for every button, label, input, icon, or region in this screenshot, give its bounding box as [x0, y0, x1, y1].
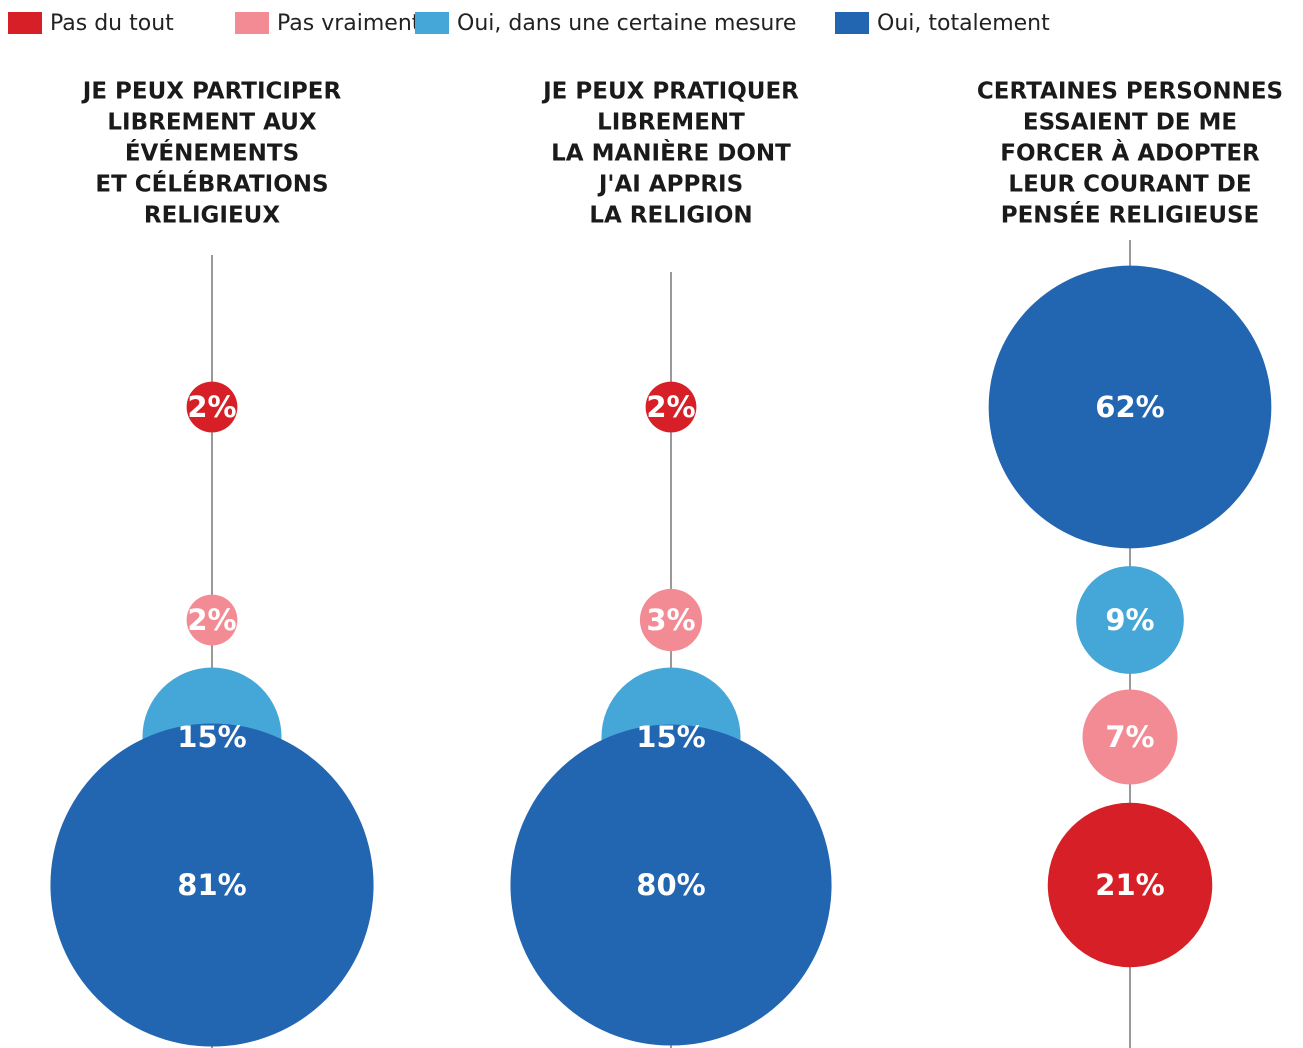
panel-title: JE PEUX PRATIQUER	[541, 79, 799, 105]
legend-label: Oui, totalement	[877, 11, 1050, 36]
legend-label: Pas du tout	[50, 11, 174, 36]
data-label: 81%	[177, 868, 246, 902]
data-label: 62%	[1095, 390, 1164, 424]
bubble	[1047, 802, 1213, 968]
bubble	[1076, 566, 1184, 674]
panel-title: RELIGIEUX	[144, 203, 280, 229]
panel-title: ÉVÉNEMENTS	[125, 139, 299, 167]
data-label: 15%	[636, 720, 705, 754]
legend-label: Oui, dans une certaine mesure	[457, 11, 796, 36]
panel-title: LIBREMENT AUX	[107, 110, 316, 136]
panel-title: JE PEUX PARTICIPER	[81, 79, 342, 105]
legend-swatch	[415, 12, 449, 34]
panel-title: LIBREMENT	[597, 110, 745, 136]
bubble	[50, 723, 374, 1047]
bubble	[645, 381, 697, 433]
panel-title: LA MANIÈRE DONT	[551, 139, 791, 167]
panel-title: LEUR COURANT DE	[1008, 172, 1251, 198]
panel-title: LA RELIGION	[589, 203, 752, 229]
bubble	[510, 724, 832, 1046]
bubble	[186, 594, 238, 646]
data-label: 7%	[1105, 720, 1154, 754]
bubble	[186, 381, 238, 433]
bubble	[988, 265, 1272, 549]
bubble	[1082, 689, 1178, 785]
data-label: 2%	[646, 390, 695, 424]
bubble	[639, 588, 703, 652]
legend-label: Pas vraiment	[277, 11, 421, 36]
panel-title: J'AI APPRIS	[597, 172, 743, 198]
data-label: 2%	[187, 603, 236, 637]
data-label: 9%	[1105, 603, 1154, 637]
legend-swatch	[835, 12, 869, 34]
legend-swatch	[235, 12, 269, 34]
data-label: 21%	[1095, 868, 1164, 902]
data-label: 80%	[636, 868, 705, 902]
panel-title: FORCER À ADOPTER	[1000, 139, 1260, 167]
panel-title: CERTAINES PERSONNES	[977, 79, 1283, 105]
legend-swatch	[8, 12, 42, 34]
data-label: 2%	[187, 390, 236, 424]
data-label: 15%	[177, 720, 246, 754]
panel-title: ESSAIENT DE ME	[1023, 110, 1237, 136]
panel-title: ET CÉLÉBRATIONS	[95, 170, 328, 198]
data-label: 3%	[646, 603, 695, 637]
panel-title: PENSÉE RELIGIEUSE	[1001, 201, 1260, 229]
